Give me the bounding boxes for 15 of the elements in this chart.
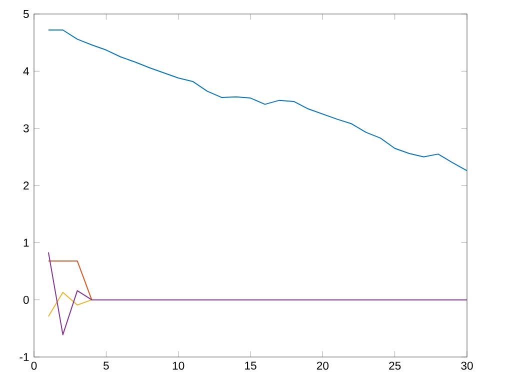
x-tick-label: 30	[461, 362, 473, 370]
x-tick-label: 5	[103, 362, 109, 370]
line-series	[48, 292, 92, 317]
y-tick-label: -1	[20, 353, 29, 361]
y-tick-label: 1	[24, 238, 29, 247]
x-tick-label: 0	[31, 362, 37, 370]
y-tick-label: 2	[24, 182, 29, 190]
y-tick-label: 3	[23, 124, 29, 132]
y-tick-label: 0	[23, 296, 29, 304]
y-tick-label: 4	[23, 67, 29, 76]
x-tick-label: 20	[316, 362, 329, 370]
x-tick-label: 10	[172, 362, 184, 370]
x-tick-label: 15	[245, 362, 256, 370]
y-tick-label: 5	[23, 10, 29, 18]
x-tick-label: 25	[389, 362, 401, 370]
